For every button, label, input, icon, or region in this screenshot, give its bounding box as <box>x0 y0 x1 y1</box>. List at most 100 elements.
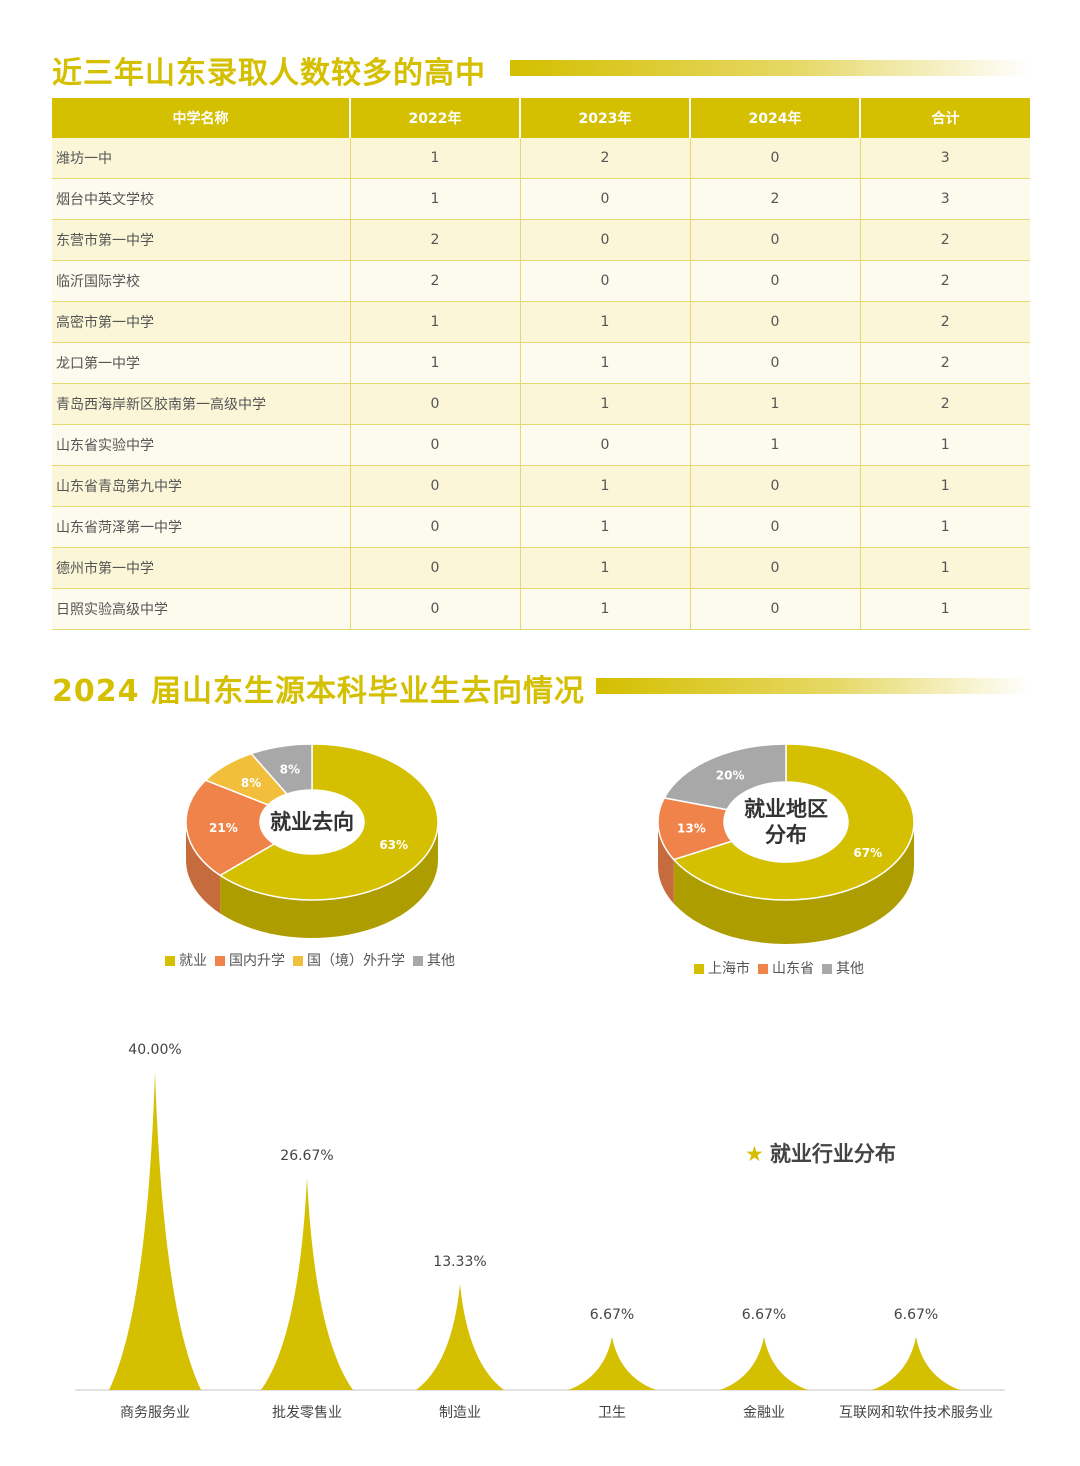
section-title-high-schools: 近三年山东录取人数较多的高中 <box>52 56 486 91</box>
cell-value: 1 <box>690 383 861 425</box>
cell-value: 0 <box>350 547 521 589</box>
pie-slice-side <box>186 822 221 914</box>
table-row: 山东省实验中学 0 0 1 1 <box>52 424 1030 466</box>
cell-value: 0 <box>690 219 861 261</box>
cell-value: 0 <box>350 383 521 425</box>
cell-value: 1 <box>860 588 1030 630</box>
table-row: 青岛西海岸新区胶南第一高级中学 0 1 1 2 <box>52 383 1030 425</box>
header-2022: 2022年 <box>350 98 521 138</box>
pie-slice-label: 20% <box>716 768 745 782</box>
table-header-row: 中学名称 2022年 2023年 2024年 合计 <box>52 98 1030 138</box>
cell-value: 0 <box>350 465 521 507</box>
header-2023: 2023年 <box>520 98 691 138</box>
cell-school-name: 临沂国际学校 <box>52 260 351 302</box>
cell-value: 1 <box>520 301 691 343</box>
table-row: 东营市第一中学 2 0 0 2 <box>52 219 1030 261</box>
bar-spike <box>109 1072 201 1390</box>
table-row: 烟台中英文学校 1 0 2 3 <box>52 178 1030 220</box>
title-decor-bar-2 <box>596 678 1030 694</box>
cell-value: 0 <box>690 301 861 343</box>
x-tick-label: 制造业 <box>439 1405 481 1421</box>
legend-swatch <box>822 964 832 974</box>
table-row: 山东省菏泽第一中学 0 1 0 1 <box>52 506 1030 548</box>
legend-label: 国内升学 <box>229 953 285 969</box>
cell-value: 2 <box>860 260 1030 302</box>
pie-slice <box>185 779 276 877</box>
high-schools-table: 中学名称 2022年 2023年 2024年 合计 潍坊一中 1 2 0 3 烟台中英文学… <box>52 98 1030 630</box>
legend-label: 其他 <box>836 961 864 977</box>
cell-value: 2 <box>860 383 1030 425</box>
section-title-graduates: 2024 届山东生源本科毕业生去向情况 <box>52 674 585 709</box>
cell-school-name: 山东省实验中学 <box>52 424 351 466</box>
bar-spike <box>872 1336 960 1390</box>
cell-school-name: 德州市第一中学 <box>52 547 351 589</box>
pie-center-label: 就业去向 <box>270 810 354 834</box>
cell-value: 1 <box>520 547 691 589</box>
legend-item: 上海市 <box>694 958 750 978</box>
cell-value: 0 <box>690 465 861 507</box>
cell-value: 1 <box>350 301 521 343</box>
header-school-name: 中学名称 <box>52 98 351 138</box>
pie-slice-label: 63% <box>379 838 408 852</box>
pie-slice <box>249 743 313 795</box>
x-tick-label: 互联网和软件技术服务业 <box>839 1405 993 1421</box>
legend-swatch <box>694 964 704 974</box>
cell-school-name: 潍坊一中 <box>52 138 351 179</box>
cell-value: 1 <box>520 506 691 548</box>
industry-chart-title: ★ 就业行业分布 <box>745 1138 896 1168</box>
legend-label: 上海市 <box>708 961 750 977</box>
star-icon: ★ <box>745 1142 764 1166</box>
cell-value: 0 <box>520 178 691 220</box>
cell-school-name: 山东省菏泽第一中学 <box>52 506 351 548</box>
cell-school-name: 高密市第一中学 <box>52 301 351 343</box>
cell-value: 1 <box>690 424 861 466</box>
legend-item: 其他 <box>413 950 455 970</box>
cell-value: 0 <box>690 547 861 589</box>
pie-slice-label: 67% <box>853 846 882 860</box>
cell-value: 2 <box>350 219 521 261</box>
bar-value-label: 40.00% <box>128 1042 181 1058</box>
pie-slice-label: 8% <box>241 776 261 790</box>
cell-value: 1 <box>520 588 691 630</box>
cell-value: 1 <box>350 342 521 384</box>
legend-swatch <box>215 956 225 966</box>
legend-label: 其他 <box>427 953 455 969</box>
cell-value: 0 <box>690 342 861 384</box>
pie-slice-label: 13% <box>677 822 706 836</box>
table-row: 临沂国际学校 2 0 0 2 <box>52 260 1030 302</box>
legend-item: 其他 <box>822 958 864 978</box>
table-row: 山东省青岛第九中学 0 1 0 1 <box>52 465 1030 507</box>
pie-slice-label: 21% <box>209 821 238 835</box>
pie-center-label: 就业地区 <box>744 797 828 821</box>
table-row: 高密市第一中学 1 1 0 2 <box>52 301 1030 343</box>
cell-value: 1 <box>350 178 521 220</box>
cell-value: 0 <box>520 219 691 261</box>
pie-center-hole <box>724 782 848 862</box>
pie-slice-label: 8% <box>280 763 300 777</box>
cell-value: 2 <box>350 260 521 302</box>
cell-value: 2 <box>860 301 1030 343</box>
pie-slice-side <box>673 822 914 944</box>
table-row: 潍坊一中 1 2 0 3 <box>52 138 1030 179</box>
pie-slice-side <box>220 822 438 938</box>
bar-spike <box>416 1284 504 1390</box>
cell-school-name: 烟台中英文学校 <box>52 178 351 220</box>
pie-center-hole <box>260 790 364 854</box>
table-row: 日照实验高级中学 0 1 0 1 <box>52 588 1030 630</box>
pie-center-label: 分布 <box>765 823 807 847</box>
cell-value: 0 <box>690 138 861 179</box>
cell-value: 1 <box>860 424 1030 466</box>
legend-item: 山东省 <box>758 958 814 978</box>
cell-school-name: 龙口第一中学 <box>52 342 351 384</box>
bar-value-label: 6.67% <box>742 1307 786 1323</box>
legend-swatch <box>293 956 303 966</box>
x-tick-label: 卫生 <box>598 1405 626 1421</box>
legend-item: 就业 <box>165 950 207 970</box>
cell-value: 1 <box>350 138 521 179</box>
legend-item: 国（境）外升学 <box>293 950 405 970</box>
bar-spike <box>261 1177 353 1390</box>
legend-swatch <box>413 956 423 966</box>
cell-value: 0 <box>350 424 521 466</box>
x-tick-label: 金融业 <box>743 1405 785 1421</box>
bar-value-label: 13.33% <box>433 1254 486 1270</box>
